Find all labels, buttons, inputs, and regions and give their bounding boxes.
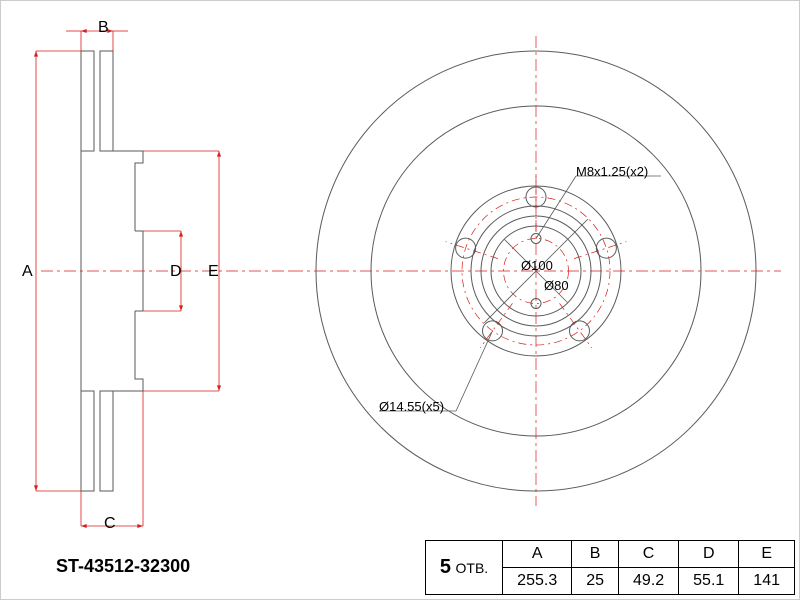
dim-letter-b: B	[98, 19, 109, 37]
part-number: ST-43512-32300	[56, 556, 190, 577]
dimension-table: 5 ОТВ. A B C D E 255.3 25 49.2 55.1 141	[425, 540, 795, 595]
col-header-a: A	[503, 541, 572, 568]
dim-letter-d: D	[170, 263, 182, 281]
dim-letter-c: C	[104, 515, 116, 533]
hole-count-cell: 5 ОТВ.	[425, 541, 502, 595]
thread-annotation: M8x1.25(x2)	[576, 164, 648, 179]
center-bore-annotation: Ø80	[544, 278, 569, 293]
val-c: 49.2	[619, 568, 679, 595]
val-e: 141	[739, 568, 795, 595]
col-header-c: C	[619, 541, 679, 568]
technical-drawing: // populated below after DOM load	[1, 1, 800, 601]
val-a: 255.3	[503, 568, 572, 595]
dim-letter-e: E	[208, 263, 219, 281]
col-header-d: D	[679, 541, 739, 568]
pcd-annotation: Ø100	[521, 258, 553, 273]
val-d: 55.1	[679, 568, 739, 595]
dim-letter-a: A	[22, 263, 33, 281]
col-header-e: E	[739, 541, 795, 568]
bolt-annotation: Ø14.55(x5)	[379, 399, 444, 414]
col-header-b: B	[572, 541, 619, 568]
val-b: 25	[572, 568, 619, 595]
